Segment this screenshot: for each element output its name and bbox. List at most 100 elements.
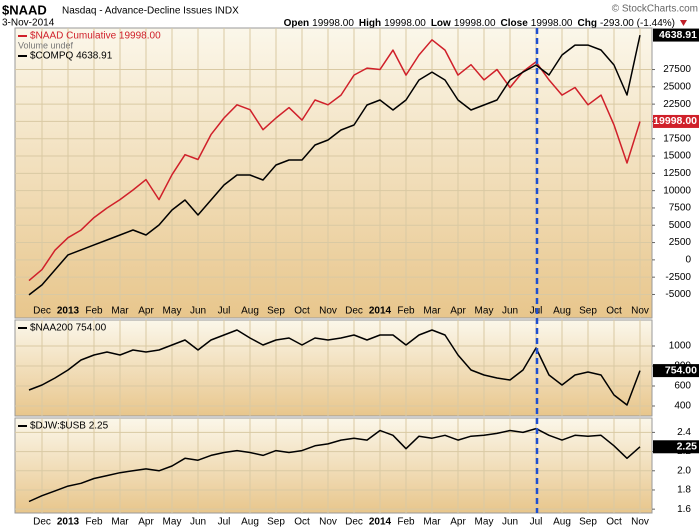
- last-value-label: 4638.91: [659, 29, 697, 41]
- y-tick-label: 10000: [663, 185, 691, 196]
- x-tick-label: Mar: [111, 517, 129, 528]
- quote-label: Close: [501, 18, 529, 29]
- x-tick-label: Sep: [267, 306, 285, 317]
- x-tick-label: 2014: [369, 306, 392, 317]
- quote-value: 19998.00: [384, 18, 426, 29]
- quote-value: 19998.00: [531, 18, 573, 29]
- last-value-label: 2.25: [677, 441, 698, 453]
- x-tick-label: Sep: [579, 517, 597, 528]
- panel-background: [14, 319, 653, 417]
- x-tick-label: 2013: [57, 517, 80, 528]
- last-value-box: [653, 28, 699, 42]
- series-line: [28, 34, 641, 296]
- y-tick-label: 22500: [663, 99, 691, 110]
- y-tick-label: 12500: [663, 168, 691, 179]
- y-tick-label: 7500: [669, 203, 692, 214]
- brand: © StockCharts.com: [612, 4, 698, 15]
- last-value-box: [653, 114, 699, 128]
- x-tick-label: 2014: [369, 517, 392, 528]
- y-tick-label: -5000: [665, 289, 691, 300]
- y-tick-label: 5000: [669, 220, 692, 231]
- y-tick-label: -2500: [665, 272, 691, 283]
- x-tick-label: Jun: [190, 517, 206, 528]
- legend-label: $DJW:$USB 2.25: [30, 421, 109, 432]
- x-tick-label: Dec: [345, 306, 363, 317]
- plots: Dec 2013 Feb Mar Apr May Jun Jul Aug Sep Oct Nov Dec…: [14, 27, 699, 528]
- x-tick-label: Dec: [345, 517, 363, 528]
- legend-label: $NAAD Cumulative 19998.00: [30, 31, 161, 42]
- x-tick-label: Oct: [606, 306, 622, 317]
- x-tick-label: Jul: [530, 517, 543, 528]
- volume-note: Volume undef: [18, 40, 74, 50]
- x-tick-label: Jun: [502, 306, 518, 317]
- x-tick-label: Apr: [138, 517, 154, 528]
- x-tick-label: Nov: [319, 517, 337, 528]
- x-tick-label: Jul: [218, 306, 231, 317]
- y-tick-label: 27500: [663, 64, 691, 75]
- x-tick-label: Sep: [267, 517, 285, 528]
- x-tick-label: 2013: [57, 306, 80, 317]
- x-tick-label: Mar: [111, 306, 129, 317]
- quote-value: 19998.00: [454, 18, 496, 29]
- quote-value: 19998.00: [312, 18, 354, 29]
- y-tick-label: 1000: [669, 341, 692, 352]
- x-tick-label: Feb: [397, 306, 415, 317]
- x-tick-label: Nov: [319, 306, 337, 317]
- x-tick-label: Dec: [33, 306, 51, 317]
- legend-label: $NAA200 754.00: [30, 323, 107, 334]
- x-tick-label: Oct: [606, 517, 622, 528]
- x-tick-label: May: [163, 517, 182, 528]
- y-tick-label: 0: [685, 255, 691, 266]
- y-tick-label: 600: [674, 381, 691, 392]
- x-tick-label: Dec: [33, 517, 51, 528]
- y-tick-label: 17500: [663, 133, 691, 144]
- symbol: $NAAD: [2, 2, 47, 17]
- x-tick-label: Aug: [241, 517, 259, 528]
- y-tick-label: 400: [674, 401, 691, 412]
- x-tick-label: Apr: [450, 306, 466, 317]
- x-tick-label: May: [475, 306, 494, 317]
- x-tick-label: Mar: [423, 306, 441, 317]
- x-tick-label: Aug: [553, 517, 571, 528]
- x-tick-label: Aug: [553, 306, 571, 317]
- x-tick-label: Feb: [85, 517, 103, 528]
- x-tick-label: Oct: [294, 517, 310, 528]
- y-tick-label: 25000: [663, 81, 691, 92]
- x-tick-label: Oct: [294, 306, 310, 317]
- y-tick-label: 2.4: [677, 427, 691, 438]
- last-value-box: [653, 364, 699, 378]
- x-tick-label: Jul: [218, 517, 231, 528]
- x-tick-label: Nov: [631, 517, 649, 528]
- y-tick-label: 2500: [669, 237, 692, 248]
- x-tick-label: Feb: [85, 306, 103, 317]
- quote-line: Open 19998.00 High 19998.00 Low 19998.00 Close…: [284, 18, 675, 29]
- y-tick-label: 15000: [663, 151, 691, 162]
- y-tick-label: 1.6: [677, 504, 691, 515]
- x-tick-label: Jun: [190, 306, 206, 317]
- x-tick-label: Sep: [579, 306, 597, 317]
- quote-label: Low: [431, 18, 451, 29]
- x-tick-label: Nov: [631, 306, 649, 317]
- last-value-label: 19998.00: [653, 115, 697, 127]
- series-line: [28, 39, 641, 282]
- last-value-label: 754.00: [665, 364, 697, 376]
- quote-label: Chg: [578, 18, 597, 29]
- x-tick-label: Apr: [450, 517, 466, 528]
- quote-label: High: [359, 18, 381, 29]
- y-tick-label: 1.8: [677, 485, 691, 496]
- x-tick-label: May: [163, 306, 182, 317]
- instrument-name: Nasdaq - Advance-Decline Issues INDX: [62, 6, 239, 17]
- x-tick-label: Jun: [502, 517, 518, 528]
- y-tick-label: 2.0: [677, 465, 691, 476]
- x-tick-label: Apr: [138, 306, 154, 317]
- last-value-box: [653, 440, 699, 454]
- quote-value: -293.00 (-1.44%): [600, 18, 675, 29]
- down-arrow: [680, 20, 687, 26]
- x-tick-label: May: [475, 517, 494, 528]
- quote-label: Open: [284, 18, 310, 29]
- x-tick-label: Aug: [241, 306, 259, 317]
- x-tick-label: Feb: [397, 517, 415, 528]
- x-tick-label: Mar: [423, 517, 441, 528]
- date: 3-Nov-2014: [2, 18, 55, 29]
